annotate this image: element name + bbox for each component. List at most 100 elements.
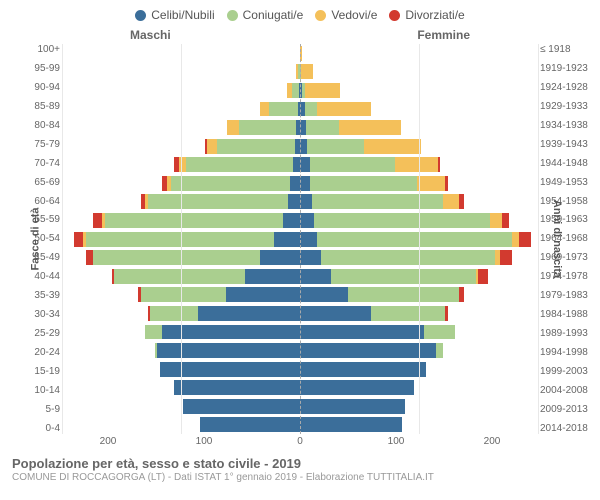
- plot-area: [62, 44, 538, 434]
- x-axis: 2001000100200: [10, 436, 590, 450]
- bar-segment: [157, 343, 300, 358]
- bar-segment: [417, 176, 446, 191]
- bar-segment: [395, 157, 438, 172]
- bar-segment: [274, 232, 300, 247]
- legend-swatch: [389, 10, 400, 21]
- bar-segment: [141, 287, 227, 302]
- bar-segment: [371, 306, 445, 321]
- bar-segment: [443, 194, 460, 209]
- bar-segment: [105, 213, 284, 228]
- legend-label: Divorziati/e: [405, 8, 464, 22]
- birth-year-label: 1954-1958: [540, 196, 588, 207]
- y-axis-title-right: Anni di nascita: [551, 200, 563, 278]
- bar-segment: [93, 250, 260, 265]
- age-band-label: 60-64: [12, 196, 60, 207]
- legend-label: Celibi/Nubili: [151, 8, 214, 22]
- bar-segment: [331, 269, 476, 284]
- bar-segment: [260, 250, 300, 265]
- bar-segment: [317, 232, 512, 247]
- age-band-label: 30-34: [12, 309, 60, 320]
- bar-segment: [207, 139, 217, 154]
- bar-segment: [314, 213, 490, 228]
- bar-segment: [179, 157, 186, 172]
- bar-segment: [300, 213, 314, 228]
- age-band-label: 90-94: [12, 82, 60, 93]
- bar-segment: [292, 83, 299, 98]
- bar-segment: [86, 232, 274, 247]
- birth-year-label: 1944-1948: [540, 158, 588, 169]
- bar-segment: [300, 306, 371, 321]
- birth-year-label: 2009-2013: [540, 404, 588, 415]
- bar-segment: [310, 157, 396, 172]
- bar-segment: [301, 64, 313, 79]
- bar-segment: [512, 232, 519, 247]
- gridline: [419, 44, 420, 434]
- bar-segment: [200, 417, 300, 432]
- legend-swatch: [227, 10, 238, 21]
- age-band-label: 100+: [12, 44, 60, 55]
- birth-year-label: 1999-2003: [540, 366, 588, 377]
- birth-year-label: 2014-2018: [540, 423, 588, 434]
- bar-segment: [171, 176, 290, 191]
- birth-year-label: 1939-1943: [540, 139, 588, 150]
- legend-label: Vedovi/e: [331, 8, 377, 22]
- chart-area: Fasce di età Anni di nascita 100+95-9990…: [10, 44, 590, 434]
- bar-segment: [424, 325, 455, 340]
- side-labels: Maschi Femmine: [10, 28, 590, 42]
- bar-segment: [321, 250, 495, 265]
- bar-segment: [288, 194, 300, 209]
- x-tick-label: 100: [196, 436, 213, 447]
- bar-segment: [217, 139, 296, 154]
- bar-segment: [305, 102, 317, 117]
- age-band-label: 85-89: [12, 101, 60, 112]
- legend-item: Divorziati/e: [389, 8, 464, 22]
- bar-segment: [364, 139, 421, 154]
- bar-segment: [245, 269, 300, 284]
- bar-segment: [300, 325, 424, 340]
- bar-segment: [300, 287, 348, 302]
- birth-year-label: ≤ 1918: [540, 44, 588, 55]
- age-band-label: 80-84: [12, 120, 60, 131]
- bar-segment: [300, 380, 414, 395]
- bar-segment: [306, 120, 339, 135]
- bar-segment: [227, 120, 239, 135]
- center-line: [300, 44, 301, 434]
- birth-year-label: 1984-1988: [540, 309, 588, 320]
- birth-year-label: 2004-2008: [540, 385, 588, 396]
- x-tick-label: 100: [388, 436, 405, 447]
- age-band-label: 40-44: [12, 271, 60, 282]
- bar-segment: [283, 213, 300, 228]
- age-band-label: 5-9: [12, 404, 60, 415]
- bar-segment: [519, 232, 531, 247]
- bar-segment: [186, 157, 293, 172]
- age-band-label: 25-29: [12, 328, 60, 339]
- age-band-label: 75-79: [12, 139, 60, 150]
- age-band-label: 15-19: [12, 366, 60, 377]
- bar-segment: [459, 194, 464, 209]
- bar-segment: [74, 232, 84, 247]
- bar-segment: [300, 417, 402, 432]
- age-band-label: 70-74: [12, 158, 60, 169]
- age-band-label: 20-24: [12, 347, 60, 358]
- birth-year-label: 1959-1963: [540, 214, 588, 225]
- bar-segment: [174, 380, 300, 395]
- legend-swatch: [135, 10, 146, 21]
- birth-year-label: 1979-1983: [540, 290, 588, 301]
- age-band-label: 35-39: [12, 290, 60, 301]
- bar-segment: [260, 102, 270, 117]
- bar-segment: [239, 120, 296, 135]
- birth-year-label: 1919-1923: [540, 63, 588, 74]
- y-axis-right: ≤ 19181919-19231924-19281929-19331934-19…: [538, 44, 590, 434]
- legend-item: Vedovi/e: [315, 8, 377, 22]
- age-band-label: 95-99: [12, 63, 60, 74]
- birth-year-label: 1994-1998: [540, 347, 588, 358]
- age-band-label: 10-14: [12, 385, 60, 396]
- chart-footer: Popolazione per età, sesso e stato civil…: [10, 456, 590, 483]
- bar-segment: [86, 250, 93, 265]
- bar-segment: [445, 176, 447, 191]
- birth-year-label: 1969-1973: [540, 252, 588, 263]
- bar-segment: [445, 306, 447, 321]
- bar-segment: [300, 250, 321, 265]
- male-label: Maschi: [130, 28, 171, 42]
- bar-segment: [150, 306, 198, 321]
